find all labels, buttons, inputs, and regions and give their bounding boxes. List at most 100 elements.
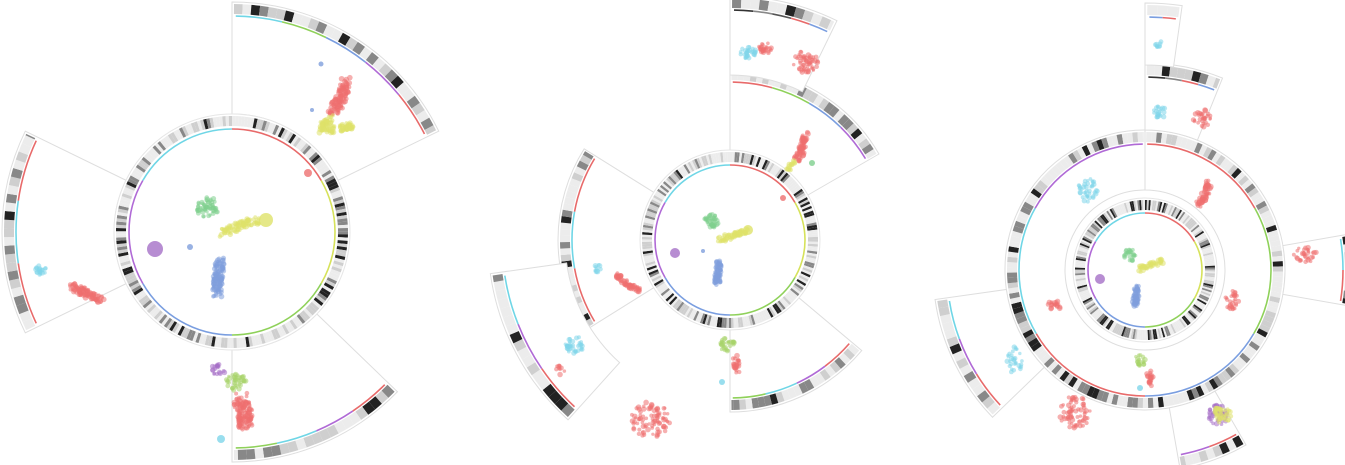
data-point (1152, 111, 1156, 115)
cluster-arc (571, 211, 576, 269)
ring-segment (753, 156, 759, 167)
data-point (93, 297, 98, 302)
ring-segment (1203, 252, 1214, 257)
ring-segment (1201, 289, 1212, 295)
data-point (242, 414, 248, 420)
panel-3 (934, 2, 1345, 465)
ring-segment (1154, 65, 1163, 76)
ring-segment (977, 390, 990, 403)
cluster-arc (573, 268, 596, 322)
ring-segment (1163, 326, 1169, 337)
ring-segment (1189, 140, 1198, 152)
ring-segment (337, 240, 348, 245)
ring-segment (270, 444, 282, 457)
ring-segment (254, 447, 265, 459)
data-point (593, 269, 599, 275)
ring-segment (795, 280, 805, 289)
ring-segment (956, 357, 969, 369)
ring-segment (805, 219, 817, 225)
data-point (579, 346, 584, 350)
ring-segment (136, 292, 147, 301)
singleton-dot (318, 61, 324, 67)
ring-segment (560, 229, 571, 236)
data-point (1087, 191, 1092, 196)
ring-segment (574, 166, 586, 177)
ring-segment (1075, 269, 1086, 272)
ring-segment (337, 227, 348, 232)
data-point (1311, 249, 1317, 256)
data-point (335, 111, 340, 116)
ring-segment (789, 182, 799, 192)
ring-segment (1141, 200, 1144, 211)
data-point (204, 195, 210, 201)
yellow-overlay (1212, 405, 1234, 425)
data-point (615, 271, 620, 276)
ring-segment (642, 227, 653, 231)
ring-segment (850, 128, 863, 140)
data-point (658, 421, 662, 426)
data-point (1130, 247, 1135, 253)
ring-segment (698, 156, 705, 168)
ring-segment (117, 208, 129, 214)
ring-segment (565, 190, 577, 200)
data-point (648, 401, 655, 408)
data-point (1132, 298, 1138, 304)
ring-segment (1136, 329, 1140, 340)
ring-segment (714, 316, 719, 327)
data-point (243, 400, 248, 404)
ring-segment (234, 116, 239, 127)
ring-segment (365, 52, 379, 66)
ring-segment (655, 280, 665, 289)
ring-segment (1106, 392, 1114, 404)
data-point (1136, 268, 1142, 274)
ring-segment (681, 165, 689, 176)
ring-segment (291, 12, 303, 25)
ring-segment (495, 288, 508, 301)
ring-segment (579, 154, 592, 166)
ring-segment (1172, 393, 1180, 405)
ring-segment (13, 294, 26, 306)
ring-segment (781, 389, 791, 402)
ring-segment (1200, 244, 1211, 250)
ring-segment (195, 332, 202, 344)
ring-segment (262, 332, 269, 344)
ring-segment (120, 260, 131, 267)
cluster-arc (235, 15, 283, 23)
ring-segment (780, 297, 790, 307)
ring-segment (1202, 146, 1213, 159)
data-point (244, 390, 250, 396)
ring-segment (1177, 319, 1185, 329)
data-point (225, 225, 232, 232)
ring-segment (788, 289, 798, 298)
ring-segment (1232, 435, 1244, 448)
ring-segment (137, 161, 148, 171)
ring-segment (826, 20, 835, 31)
ring-segment (161, 315, 170, 326)
ring-segment (119, 202, 130, 208)
ring-segment (1198, 237, 1208, 244)
ring-segment (1248, 341, 1260, 351)
ring-segment (513, 339, 527, 352)
ring-segment (1075, 257, 1086, 262)
ring-segment (1007, 267, 1018, 273)
ring-segment (576, 160, 589, 171)
ring-segment (686, 307, 694, 318)
ring-segment (1040, 353, 1052, 364)
ring-segment (204, 335, 210, 346)
data-point (1158, 39, 1164, 45)
ring-segment (332, 263, 343, 270)
ring-segment (560, 248, 571, 256)
data-point (644, 416, 649, 421)
red-far-right (1291, 244, 1319, 265)
ring-segment (10, 168, 23, 179)
ring-segment (506, 322, 519, 335)
ring-segment (153, 310, 163, 320)
cluster-arc (128, 180, 144, 284)
ring-segment (735, 317, 739, 328)
ring-segment (128, 279, 139, 288)
ring-segment (264, 121, 271, 132)
ring-segment (362, 401, 376, 415)
ring-segment (799, 273, 810, 280)
ring-segment (702, 314, 708, 325)
